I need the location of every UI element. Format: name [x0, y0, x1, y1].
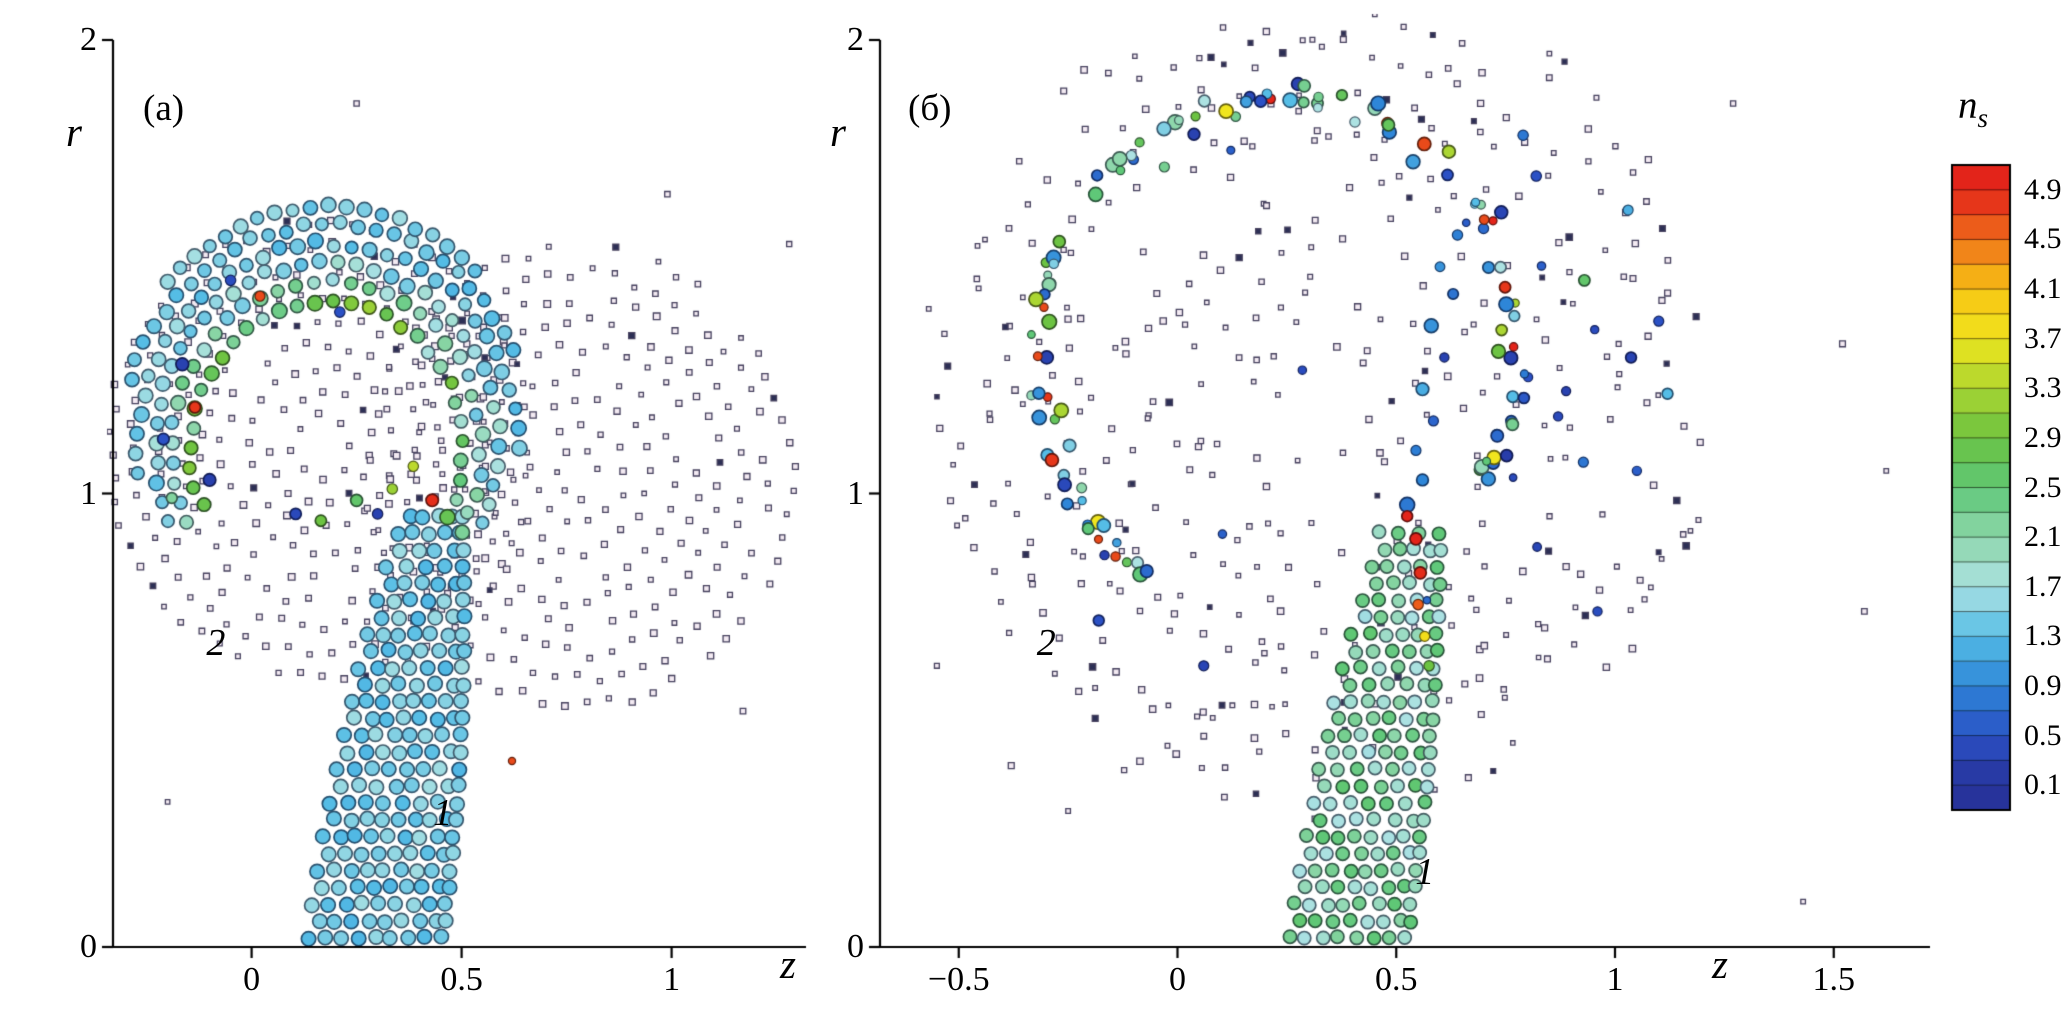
colorbar-tick-4.9: 4.9	[2024, 172, 2062, 206]
panel-b-y-axis-label: r	[830, 109, 846, 155]
colorbar-tick-3.3: 3.3	[2024, 371, 2062, 405]
panel-a-xtick-0: 0	[243, 961, 261, 998]
colorbar-title-subscript: s	[1977, 102, 1989, 133]
panel-b-x-axis-label: z	[1712, 941, 1728, 987]
panel-a-annotation-1: 1	[433, 792, 453, 835]
panel-a-annotation-2: 2	[206, 622, 226, 665]
panel-a-label: (a)	[143, 88, 185, 129]
panel-b-annotation-1: 1	[1415, 851, 1435, 894]
colorbar-tick-4.5: 4.5	[2024, 222, 2062, 256]
panel-b-annotation-2: 2	[1036, 622, 1056, 665]
panel-a-xtick-0.5: 0.5	[440, 961, 483, 998]
panel-a-ytick-2: 2	[80, 21, 97, 58]
colorbar-tick-1.3: 1.3	[2024, 619, 2062, 653]
colorbar-tick-2.5: 2.5	[2024, 470, 2062, 504]
panel-a-ytick-0: 0	[80, 928, 97, 965]
panel-b-ytick-1: 1	[847, 474, 864, 512]
colorbar-tick-0.9: 0.9	[2024, 668, 2062, 702]
colorbar-title-symbol: n	[1958, 84, 1978, 127]
panel-b-label: (б)	[908, 88, 952, 129]
panel-b-xtick-1.5: 1.5	[1812, 961, 1856, 998]
colorbar-tick-1.7: 1.7	[2024, 569, 2062, 603]
colorbar-tick-3.7: 3.7	[2024, 321, 2062, 355]
panel-a-x-axis-label: z	[780, 941, 796, 987]
panel-a-xtick-1: 1	[663, 961, 681, 998]
panel-b-ytick-2: 2	[847, 21, 864, 58]
panel-b-xtick-1: 1	[1606, 961, 1624, 998]
colorbar-tick-4.1: 4.1	[2024, 272, 2062, 306]
colorbar-title: ns	[1958, 86, 1988, 132]
colorbar-tick-2.9: 2.9	[2024, 420, 2062, 454]
panel-b-xtick-0: 0	[1169, 961, 1186, 998]
panel-a-y-axis-label: r	[66, 109, 82, 155]
panel-b-ytick-0: 0	[847, 928, 864, 965]
colorbar-tick-0.1: 0.1	[2024, 768, 2062, 802]
colorbar-tick-0.5: 0.5	[2024, 718, 2062, 752]
panel-a-ytick-1: 1	[80, 474, 97, 512]
colorbar-tick-2.1: 2.1	[2024, 520, 2062, 554]
panel-b-xtick-0.5: 0.5	[1375, 961, 1418, 998]
panel-b-xtick-−0.5: −0.5	[927, 961, 990, 998]
